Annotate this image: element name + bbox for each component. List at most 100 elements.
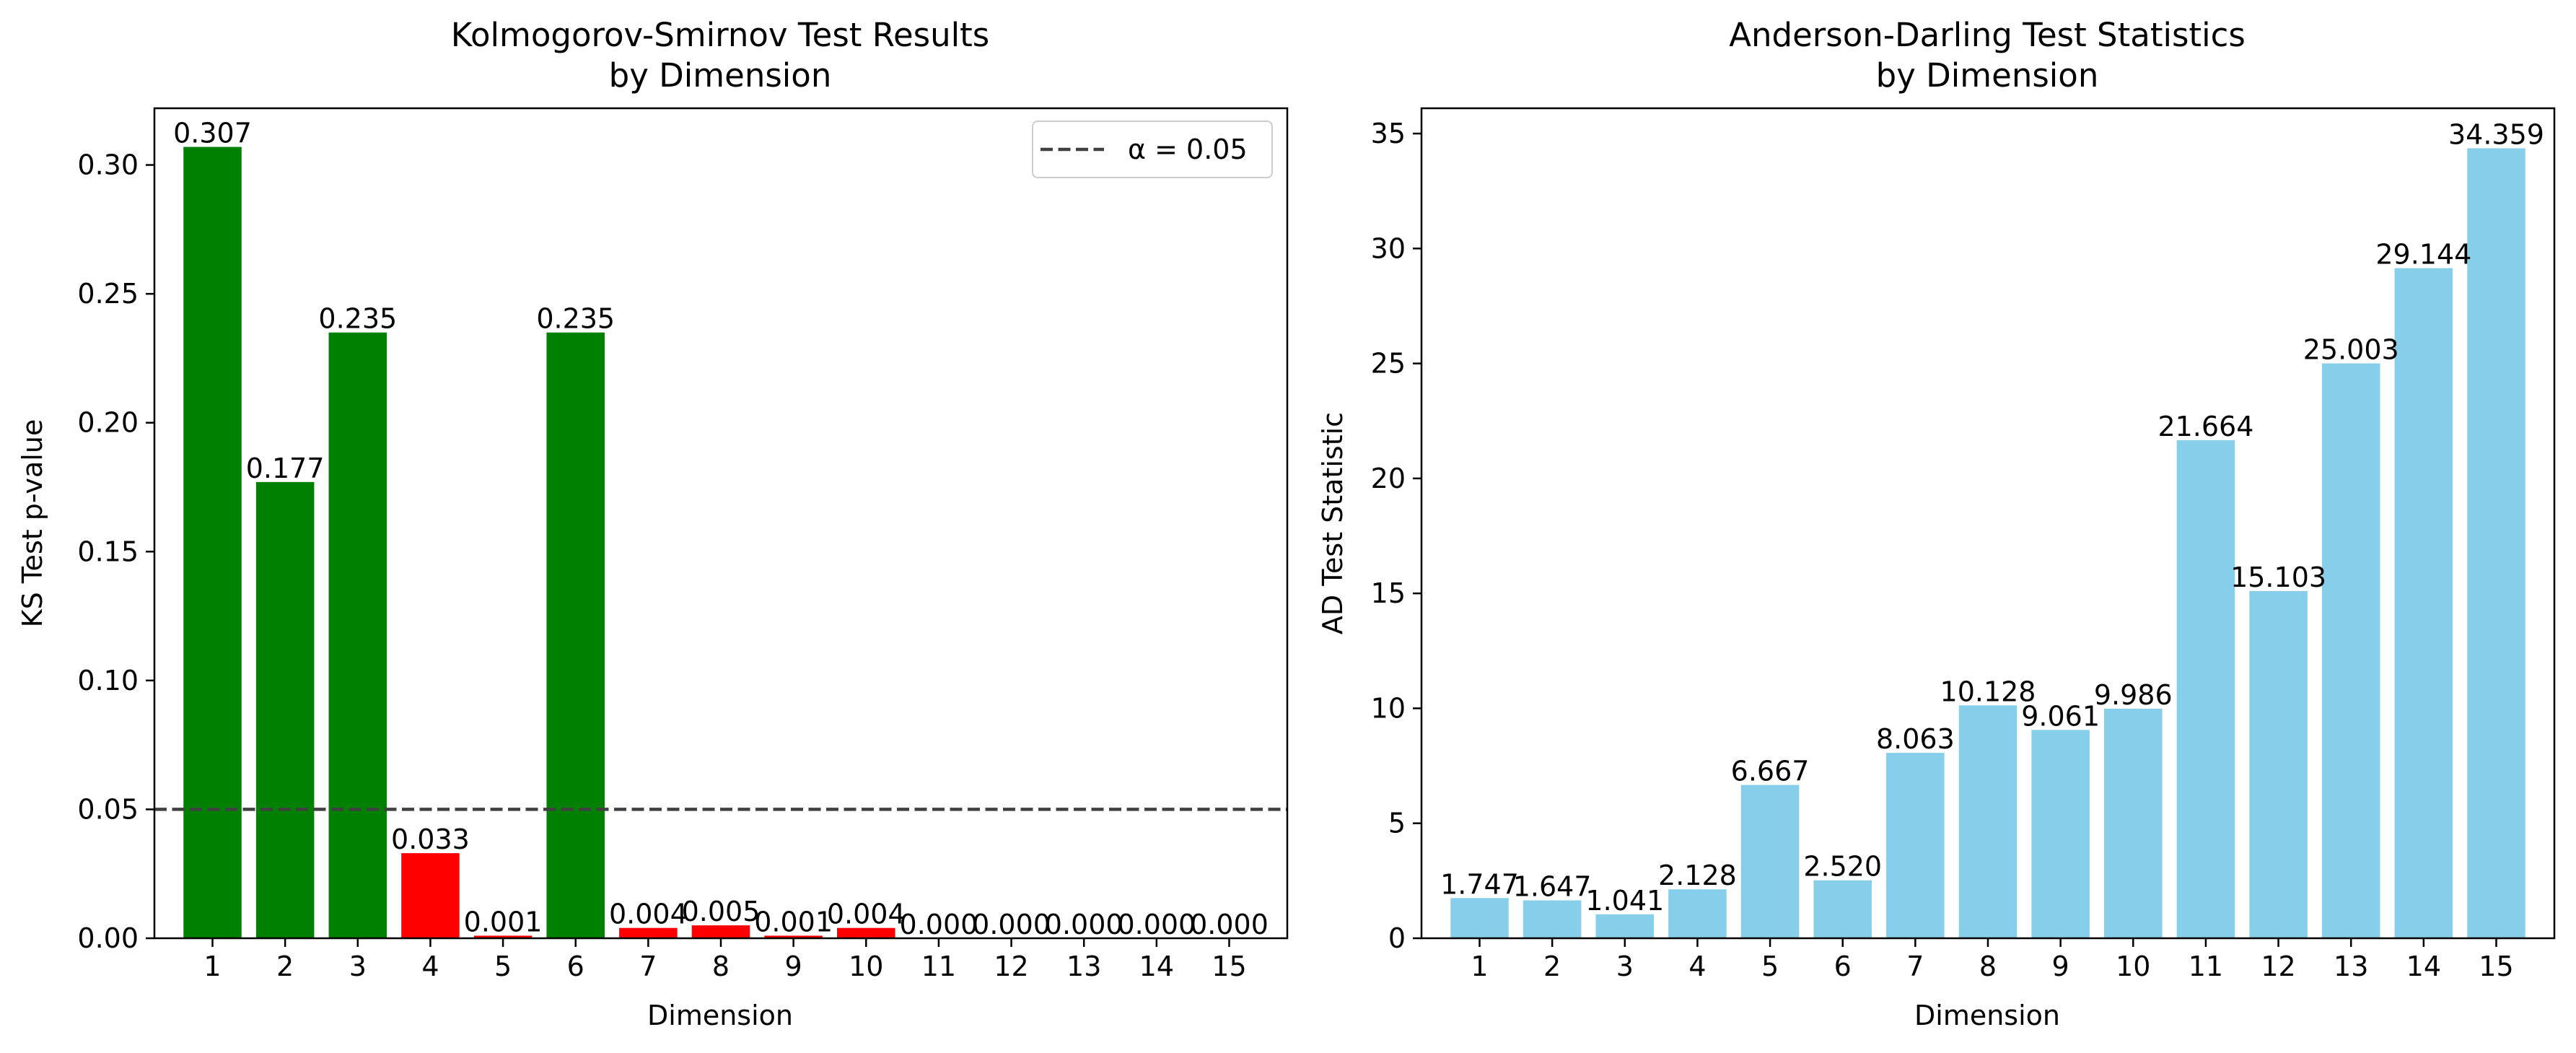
ad-bar-6 [1813,880,1872,938]
ad-bars [1450,148,2525,939]
ks-bar-value-label-8: 0.005 [682,896,761,927]
ad-y-tick-label-25: 25 [1371,348,1406,380]
ad-x-axis: 1 2 3 4 5 6 7 8 9 10 11 12 13 14 15 [1471,938,2514,982]
ks-x-tick-label-5: 5 [494,951,512,982]
ad-bar-5 [1740,785,1800,938]
ks-bar-value-label-7: 0.004 [609,899,688,930]
ks-x-axis: 1 2 3 4 5 6 7 8 9 10 11 12 13 14 15 [203,938,1247,982]
ks-bar-value-label-5: 0.001 [464,906,543,938]
ad-bar-value-label-2: 1.647 [1513,871,1592,903]
ad-chart: Anderson-Darling Test Statistics by Dime… [1317,16,2556,1031]
ks-x-tick-label-11: 11 [921,951,956,982]
ad-x-tick-label-15: 15 [2479,951,2513,982]
ks-bar-value-label-12: 0.000 [972,909,1051,940]
ad-bar-2 [1523,900,1582,938]
ad-x-tick-label-8: 8 [1979,951,1997,982]
ks-x-tick-label-10: 10 [849,951,883,982]
ks-bar-2 [255,481,315,938]
ad-bar-11 [2176,440,2235,938]
ad-bar-1 [1450,898,1509,938]
ks-x-tick-label-14: 14 [1139,951,1174,982]
ks-y-tick-label-0.15: 0.15 [77,536,139,567]
ks-bar-value-label-4: 0.033 [391,823,470,855]
ad-bar-12 [2249,590,2308,938]
ks-legend-label: α = 0.05 [1128,134,1248,165]
ad-bar-value-label-13: 25.003 [2303,334,2399,366]
ad-bar-value-label-12: 15.103 [2230,562,2326,593]
ad-x-axis-label: Dimension [1914,1000,2060,1031]
ad-x-tick-label-9: 9 [2052,951,2069,982]
ks-bar-value-labels: 0.3070.1770.2350.0330.0010.2350.0040.005… [173,118,1269,940]
ks-x-tick-label-9: 9 [785,951,802,982]
ks-x-tick-label-2: 2 [276,951,294,982]
ad-y-tick-label-5: 5 [1388,808,1406,839]
ad-x-tick-label-5: 5 [1761,951,1779,982]
ad-bar-value-label-6: 2.520 [1803,851,1882,883]
ks-chart: Kolmogorov-Smirnov Test Results by Dimen… [17,16,1289,1031]
ad-y-axis: 0 5 10 15 20 25 30 35 [1371,118,1421,954]
ks-bar-4 [401,853,460,938]
ad-y-axis-label: AD Test Statistic [1317,412,1349,634]
ks-x-tick-label-6: 6 [567,951,584,982]
ks-bar-value-label-13: 0.000 [1045,909,1123,940]
ks-x-tick-label-3: 3 [349,951,367,982]
ad-x-tick-label-4: 4 [1688,951,1706,982]
ks-y-tick-label-0.10: 0.10 [77,665,139,696]
ad-x-tick-label-12: 12 [2261,951,2295,982]
ad-bar-15 [2467,148,2525,939]
ks-x-tick-label-15: 15 [1212,951,1246,982]
ks-bars [183,147,895,939]
ks-bar-5 [473,935,533,938]
ad-bar-value-label-1: 1.747 [1440,868,1519,900]
ks-bar-value-label-11: 0.000 [900,909,978,940]
ks-bar-8 [691,925,750,938]
ad-bar-value-label-14: 29.144 [2375,239,2471,271]
ks-bar-6 [546,332,605,938]
ad-chart-title-line2: by Dimension [1876,56,2099,95]
ad-bar-3 [1595,914,1655,938]
ks-bar-value-label-3: 0.235 [318,303,397,335]
ks-bar-1 [183,147,242,939]
ad-bar-value-label-10: 9.986 [2094,679,2173,711]
ad-bar-value-label-8: 10.128 [1940,676,2036,707]
ks-bar-value-label-6: 0.235 [536,303,615,335]
ks-x-axis-label: Dimension [647,1000,793,1031]
ad-bar-value-label-5: 6.667 [1731,756,1810,787]
ks-y-axis: 0.00 0.05 0.10 0.15 0.20 0.25 0.30 [77,149,154,954]
ks-y-tick-label-0.25: 0.25 [77,278,139,310]
ad-bar-8 [1958,705,2018,938]
ks-x-tick-label-8: 8 [712,951,730,982]
ks-x-tick-label-12: 12 [994,951,1028,982]
ks-bar-value-label-1: 0.307 [173,118,252,149]
ad-y-tick-label-10: 10 [1371,692,1406,724]
ad-bar-4 [1668,889,1727,938]
ad-x-tick-label-6: 6 [1834,951,1852,982]
ad-bar-value-label-3: 1.041 [1585,885,1664,917]
ad-y-tick-label-20: 20 [1371,463,1406,494]
ad-x-tick-label-10: 10 [2116,951,2150,982]
ks-y-tick-label-0.30: 0.30 [77,149,139,181]
ad-x-tick-label-2: 2 [1543,951,1561,982]
ks-bar-3 [328,332,387,938]
ad-bar-14 [2394,268,2453,938]
ks-x-tick-label-7: 7 [639,951,657,982]
ks-bar-10 [837,927,895,938]
ks-bar-value-label-10: 0.004 [827,899,906,930]
ad-bar-9 [2031,730,2090,938]
ks-legend-box [1032,121,1273,178]
ks-chart-title-line1: Kolmogorov-Smirnov Test Results [451,16,989,54]
ad-x-tick-label-14: 14 [2406,951,2441,982]
ad-bar-value-label-11: 21.664 [2157,411,2253,442]
ad-x-tick-label-11: 11 [2189,951,2223,982]
ks-y-tick-label-0.20: 0.20 [77,407,139,439]
ks-bar-value-label-9: 0.001 [754,906,833,938]
ks-chart-title-line2: by Dimension [609,56,832,95]
ks-bar-7 [619,927,678,938]
ks-x-tick-label-13: 13 [1066,951,1101,982]
ad-bar-10 [2104,708,2163,938]
ad-bar-value-label-15: 34.359 [2448,118,2544,150]
ad-chart-title-line1: Anderson-Darling Test Statistics [1729,16,2246,54]
ad-y-tick-label-15: 15 [1371,577,1406,609]
